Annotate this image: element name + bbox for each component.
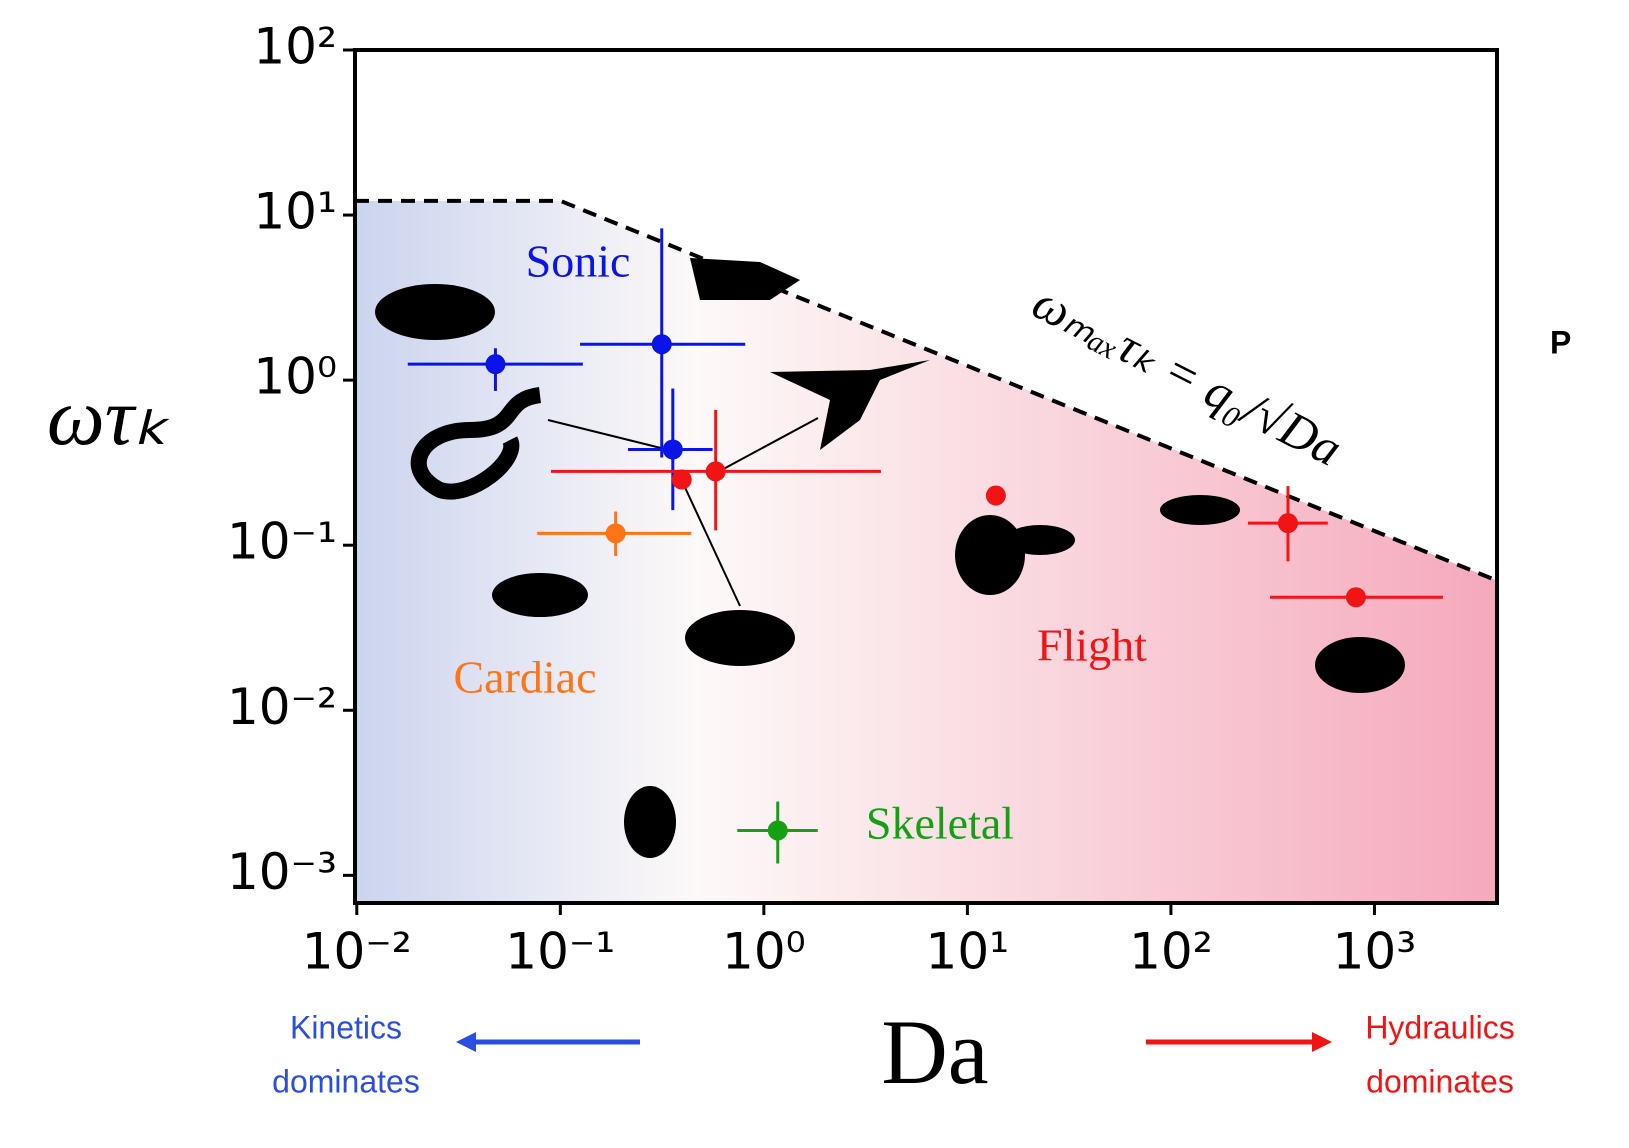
point [652,334,672,354]
note-text: dominates [272,1063,420,1099]
y-tick-label: 10¹ [253,183,337,241]
note-text: Kinetics [290,1009,402,1045]
x-tick-label: 10¹ [926,923,1010,981]
point [706,461,726,481]
point [986,486,1006,506]
x-axis-label: Da [881,1001,988,1103]
series-label: Skeletal [866,798,1014,849]
note-text: Hydraulics [1365,1009,1514,1045]
y-tick-label: 10⁻³ [227,843,337,901]
series-label: Cardiac [453,652,596,703]
y-tick-label: 10⁻¹ [227,513,337,571]
x-tick-label: 10⁻¹ [505,923,615,981]
point [1278,513,1298,533]
y-tick-label: 10² [253,18,337,76]
x-tick-label: 10⁰ [722,923,806,981]
point [1346,587,1366,607]
x-tick-label: 10³ [1333,923,1417,981]
chart: ωₘₐₓτₖ = q₀/√Da10⁻²10⁻¹10⁰10¹10²10³10⁻³1… [0,0,1629,1148]
series-label: Sonic [526,236,631,287]
point [606,523,626,543]
point [768,820,788,840]
y-tick-label: 10⁻² [227,678,337,736]
point [663,440,683,460]
x-tick-label: 10² [1129,923,1213,981]
x-tick-label: 10⁻² [302,923,412,981]
y-axis-label: ωτₖ [47,371,170,462]
point [672,470,692,490]
y-tick-label: 10⁰ [253,348,337,406]
cut-text: P [1550,324,1571,360]
series-label: Flight [1037,620,1147,671]
note-text: dominates [1366,1063,1514,1099]
point [485,354,505,374]
